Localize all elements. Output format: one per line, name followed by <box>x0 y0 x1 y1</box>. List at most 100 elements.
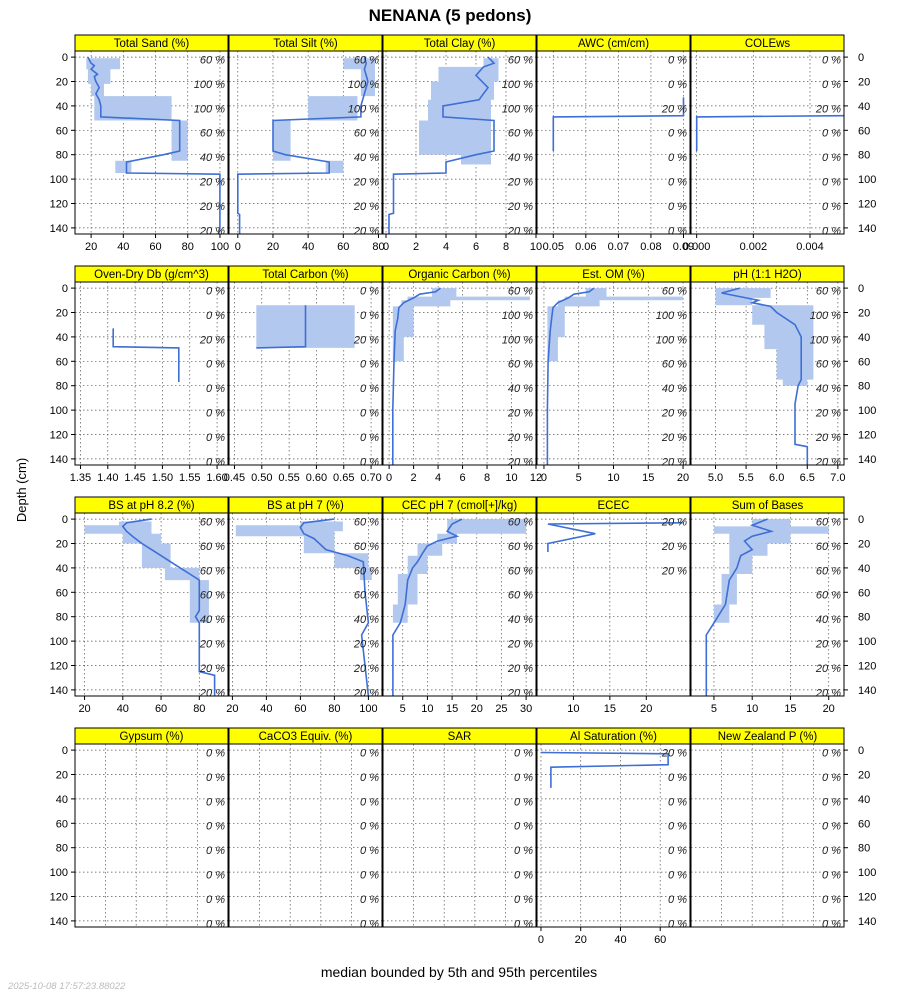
data-completeness-label: 0 % <box>206 383 225 395</box>
data-completeness-label: 0 % <box>206 432 225 444</box>
y-tick-label: 140 <box>858 916 876 928</box>
panel-18: Al Saturation (%) 20 % 0 % 0 % 0 % 0 % 0 % 0 % 0… <box>536 727 691 946</box>
data-completeness-label: 60 % <box>816 286 841 298</box>
y-tick-label: 60 <box>858 587 870 599</box>
y-tick-label: 140 <box>858 454 876 466</box>
x-tick-label: 60 <box>337 241 349 253</box>
data-completeness-label: 0 % <box>360 918 379 930</box>
panel-title: AWC (cm/cm) <box>578 38 649 50</box>
panel-title: CaCO3 Equiv. (%) <box>259 731 353 743</box>
panel-12: CEC pH 7 (cmol[+]/kg) 60 % 60 % 60 % 60 % 40 … <box>382 496 537 715</box>
data-completeness-label: 100 % <box>502 103 533 115</box>
y-tick-label: 120 <box>858 430 876 442</box>
x-tick-label: 4 <box>435 472 441 484</box>
y-tick-label: 120 <box>50 199 68 211</box>
data-completeness-label: 0 % <box>514 918 533 930</box>
data-completeness-label: 0 % <box>360 408 379 420</box>
y-tick-label: 100 <box>50 174 68 186</box>
data-completeness-label: 0 % <box>206 845 225 857</box>
panel-title: Oven-Dry Db (g/cm^3) <box>94 269 209 281</box>
percentile-band <box>547 288 683 362</box>
data-completeness-label: 0 % <box>206 918 225 930</box>
data-completeness-label: 20 % <box>199 177 225 189</box>
data-completeness-label: 0 % <box>668 225 687 237</box>
y-tick-label: 100 <box>50 636 68 648</box>
y-tick-label: 0 <box>858 52 864 64</box>
data-completeness-label: 40 % <box>816 614 841 626</box>
x-tick-label: 20 <box>78 703 90 715</box>
y-tick-label: 80 <box>56 381 68 393</box>
y-tick-label: 100 <box>50 405 68 417</box>
data-completeness-label: 0 % <box>206 310 225 322</box>
data-completeness-label: 60 % <box>200 590 225 602</box>
data-completeness-label: 0 % <box>206 359 225 371</box>
panel-title: Total Sand (%) <box>114 38 190 50</box>
x-tick-label: 1.55 <box>179 472 200 484</box>
y-tick-label: 0 <box>858 283 864 295</box>
x-tick-label: 0 <box>386 472 392 484</box>
x-tick-label: 15 <box>604 703 616 715</box>
data-completeness-label: 0 % <box>206 821 225 833</box>
y-tick-label: 60 <box>858 356 870 368</box>
x-tick-label: 25 <box>495 703 507 715</box>
data-completeness-label: 40 % <box>816 383 841 395</box>
data-completeness-label: 0 % <box>360 845 379 857</box>
x-tick-label: 5 <box>711 703 717 715</box>
data-completeness-label: 0 % <box>514 845 533 857</box>
panel-frame <box>382 512 537 697</box>
data-completeness-label: 0 % <box>360 821 379 833</box>
data-completeness-label: 60 % <box>200 128 225 140</box>
y-tick-label: 100 <box>858 867 876 879</box>
median-line <box>299 518 370 696</box>
data-completeness-label: 20 % <box>815 456 841 468</box>
data-completeness-label: 20 % <box>507 177 533 189</box>
y-tick-label: 120 <box>50 430 68 442</box>
data-completeness-label: 60 % <box>508 359 533 371</box>
data-completeness-label: 0 % <box>668 796 687 808</box>
median-line <box>547 522 683 552</box>
x-tick-label: 6 <box>459 472 465 484</box>
panel-title: BS at pH 8.2 (%) <box>108 500 194 512</box>
percentile-band <box>392 288 530 362</box>
data-completeness-label: 0 % <box>822 177 841 189</box>
panel-frame <box>228 512 383 697</box>
panel-frame <box>228 743 383 928</box>
data-completeness-label: 60 % <box>662 359 687 371</box>
data-completeness-label: 20 % <box>661 103 687 115</box>
panel-title: Sum of Bases <box>732 500 804 512</box>
panel-frame <box>690 281 845 466</box>
data-completeness-label: 0 % <box>822 79 841 91</box>
panel-title: Total Silt (%) <box>273 38 338 50</box>
data-completeness-label: 20 % <box>815 432 841 444</box>
y-tick-label: 120 <box>858 661 876 673</box>
median-line <box>721 287 809 465</box>
panel-title: COLEws <box>745 38 791 50</box>
data-completeness-label: 20 % <box>353 639 379 651</box>
data-completeness-label: 0 % <box>668 918 687 930</box>
x-tick-label: 0.000 <box>683 241 711 253</box>
x-tick-label: 1.60 <box>206 472 227 484</box>
panel-title: SAR <box>448 731 472 743</box>
y-tick-label: 120 <box>858 199 876 211</box>
x-tick-label: 0.55 <box>278 472 299 484</box>
percentile-band <box>392 519 527 623</box>
y-tick-label: 80 <box>858 612 870 624</box>
x-tick-label: 0.004 <box>796 241 824 253</box>
panel-title: ECEC <box>598 500 630 512</box>
x-tick-label: 100 <box>359 703 377 715</box>
data-completeness-label: 0 % <box>206 408 225 420</box>
data-completeness-label: 20 % <box>199 663 225 675</box>
data-completeness-label: 100 % <box>502 334 533 346</box>
data-completeness-label: 0 % <box>822 894 841 906</box>
panel-frame <box>536 50 691 235</box>
median-line <box>391 287 441 465</box>
x-tick-label: 0 <box>538 934 544 946</box>
x-axis-label: median bounded by 5th and 95th percentil… <box>321 964 597 980</box>
data-completeness-label: 20 % <box>199 225 225 237</box>
median-line <box>237 56 369 234</box>
data-completeness-label: 0 % <box>822 772 841 784</box>
data-completeness-label: 0 % <box>360 796 379 808</box>
x-tick-label: 20 <box>640 703 652 715</box>
data-completeness-label: 60 % <box>816 541 841 553</box>
panel-frame <box>228 281 383 466</box>
